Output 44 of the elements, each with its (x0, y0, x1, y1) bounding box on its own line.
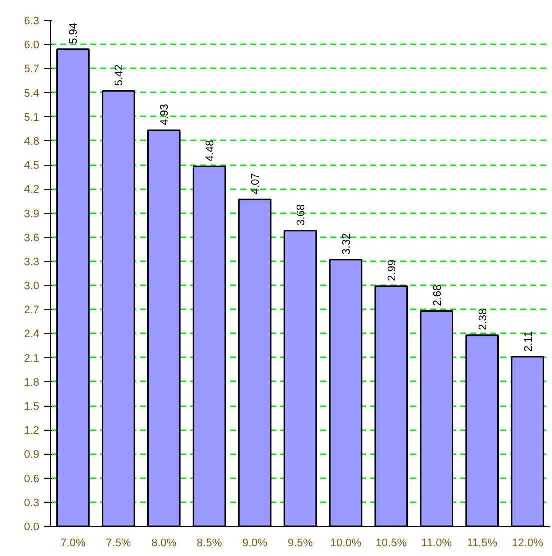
y-tick-label: 0.0 (24, 522, 40, 534)
data-label: 3.32 (340, 233, 353, 255)
y-tick-label: 0.3 (24, 497, 40, 510)
y-tick-label: 1.5 (24, 401, 40, 414)
y-tick-label: 2.4 (24, 328, 40, 341)
y-tick-label: 1.2 (24, 425, 40, 438)
y-tick-label: 5.1 (24, 112, 40, 124)
x-tick-label: 10.5% (376, 538, 408, 550)
data-label: 4.07 (250, 173, 262, 195)
y-tick-label: 6.0 (24, 40, 40, 52)
y-tick-label: 0.6 (24, 473, 40, 486)
data-label: 2.11 (522, 331, 535, 352)
y-tick-label: 4.8 (24, 136, 40, 148)
data-label: 2.99 (386, 260, 398, 282)
y-tick-label: 6.3 (24, 16, 40, 28)
data-label: 5.94 (68, 22, 80, 44)
y-tick-label: 1.8 (24, 376, 40, 389)
y-tick-label: 3.6 (24, 232, 40, 244)
x-tick-label: 7.0% (60, 538, 86, 550)
x-tick-label: 11.0% (422, 538, 452, 550)
y-tick-label: 0.9 (24, 449, 40, 462)
data-label: 2.68 (432, 284, 444, 306)
y-tick-label: 3.9 (24, 208, 40, 220)
x-tick-label: 11.5% (467, 538, 498, 550)
y-tick-label: 2.1 (24, 352, 40, 365)
x-tick-label: 9.5% (288, 538, 314, 550)
y-tick-label: 3.3 (24, 256, 40, 268)
y-tick-label: 5.7 (24, 64, 40, 76)
x-tick-label: 8.0% (152, 538, 177, 550)
data-label: 2.38 (477, 308, 490, 330)
x-tick-label: 9.0% (242, 538, 268, 550)
x-tick-label: 10.0% (330, 538, 362, 550)
y-tick-label: 2.7 (24, 304, 40, 317)
x-tick-label: 7.5% (106, 538, 132, 550)
x-tick-label: 12.0% (512, 538, 544, 550)
data-label: 4.48 (204, 140, 217, 162)
data-label: 3.68 (296, 204, 308, 226)
x-tick-label: 8.5% (197, 538, 222, 550)
y-tick-label: 4.5 (24, 160, 40, 172)
y-tick-label: 3.0 (24, 280, 40, 293)
y-tick-label: 4.2 (24, 184, 40, 196)
y-tick-label: 5.4 (24, 88, 40, 100)
data-label: 5.42 (114, 64, 126, 86)
data-label: 4.93 (159, 104, 172, 126)
